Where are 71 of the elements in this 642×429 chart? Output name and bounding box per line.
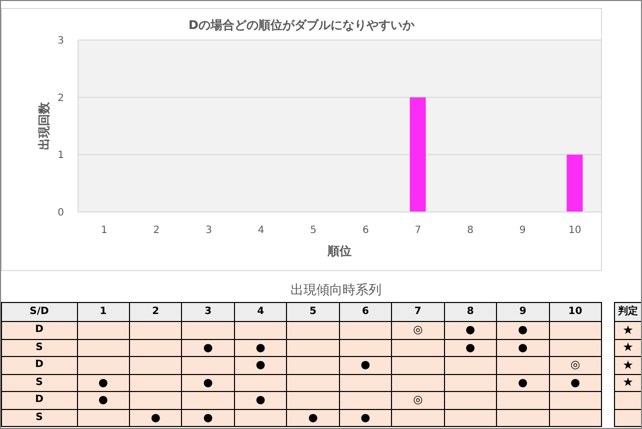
- header-cell: S/D: [1, 302, 78, 322]
- x-tick-label: 9: [519, 306, 526, 318]
- x-tick-label: 7: [414, 225, 422, 236]
- y2-tick-label: ★: [622, 340, 634, 354]
- header-cell: 4: [234, 302, 288, 322]
- table-cell: ★: [614, 356, 641, 374]
- table-cell: ◎: [391, 321, 445, 340]
- x-tick-label: 10: [568, 225, 582, 236]
- header-cell: D: [1, 356, 78, 374]
- header-cell: 3: [181, 302, 235, 322]
- x-tick-label: 5: [310, 225, 317, 236]
- header-cell: 8: [444, 302, 498, 322]
- x-tick-label: 4: [258, 225, 264, 236]
- table-cell: ●: [234, 356, 288, 374]
- y-axis-title: S/D: [30, 306, 49, 318]
- header-cell: 1: [76, 302, 130, 322]
- table-cell: ★: [614, 321, 641, 340]
- header-cell: S: [1, 408, 78, 427]
- header-cell: 6: [338, 302, 392, 322]
- table-cell: ●: [444, 321, 498, 340]
- y-tick-label: D: [35, 394, 44, 406]
- header-cell: 7: [391, 302, 445, 322]
- y-tick-label: 2: [58, 92, 64, 104]
- y-axis-title: 出現回数: [37, 101, 51, 150]
- table-cell: ●: [338, 356, 392, 374]
- y2-tick-label: ★: [622, 322, 634, 337]
- x-tick-label: 4: [257, 306, 264, 318]
- header-cell: 9: [496, 302, 550, 322]
- x-tick-label: 3: [206, 225, 212, 236]
- x-tick-label: 2: [152, 306, 160, 318]
- x-tick-label: 8: [467, 225, 474, 236]
- x-tick-label: 1: [100, 225, 108, 236]
- chart-title: Dの場合どの順位がダブルになりやすいか: [188, 18, 416, 32]
- x-tick-label: 1: [100, 306, 107, 318]
- x-tick-label: 5: [310, 306, 316, 318]
- x-tick-label: 9: [519, 225, 526, 236]
- header-cell: 2: [128, 302, 182, 322]
- table-cell: ●: [234, 391, 288, 410]
- table-cell: ◎: [548, 356, 602, 374]
- y2-tick-label: ★: [622, 375, 634, 390]
- header-cell: 判定: [614, 302, 641, 322]
- y-tick-label: S: [36, 376, 43, 389]
- header-cell: D: [1, 391, 78, 410]
- table-cell: ●: [76, 391, 130, 410]
- x-tick-label: 2: [153, 225, 160, 236]
- y-tick-label: D: [35, 324, 44, 336]
- table-cell: ●: [128, 408, 182, 427]
- table-cell: ●: [338, 408, 392, 427]
- y-tick-label: S: [36, 412, 43, 424]
- y-tick-label: S: [36, 342, 43, 354]
- table-cell: ●: [181, 408, 235, 427]
- y2-tick-label: ★: [622, 358, 634, 372]
- x-tick-label: 10: [568, 306, 582, 318]
- table-cell: ●: [286, 408, 340, 427]
- x-tick-label: 6: [362, 225, 369, 236]
- x-tick-label: 8: [466, 306, 474, 318]
- header-cell: 10: [548, 302, 602, 322]
- x-axis-title: 順位: [326, 244, 352, 258]
- header-cell: D: [1, 321, 78, 340]
- y-tick-label: 3: [58, 36, 64, 47]
- header-cell: 5: [286, 302, 340, 322]
- table-cell: ●: [496, 321, 550, 340]
- y-tick-label: 1: [58, 150, 64, 162]
- table-cell: ◎: [391, 391, 445, 410]
- x-tick-label: 6: [362, 306, 369, 318]
- y2-axis-title: 判定: [618, 306, 638, 318]
- chart-title: 出現傾向時系列: [290, 283, 382, 299]
- y-tick-label: 0: [58, 208, 64, 219]
- x-tick-label: 3: [204, 306, 212, 318]
- x-tick-label: 7: [414, 306, 422, 318]
- y-tick-label: D: [35, 359, 44, 372]
